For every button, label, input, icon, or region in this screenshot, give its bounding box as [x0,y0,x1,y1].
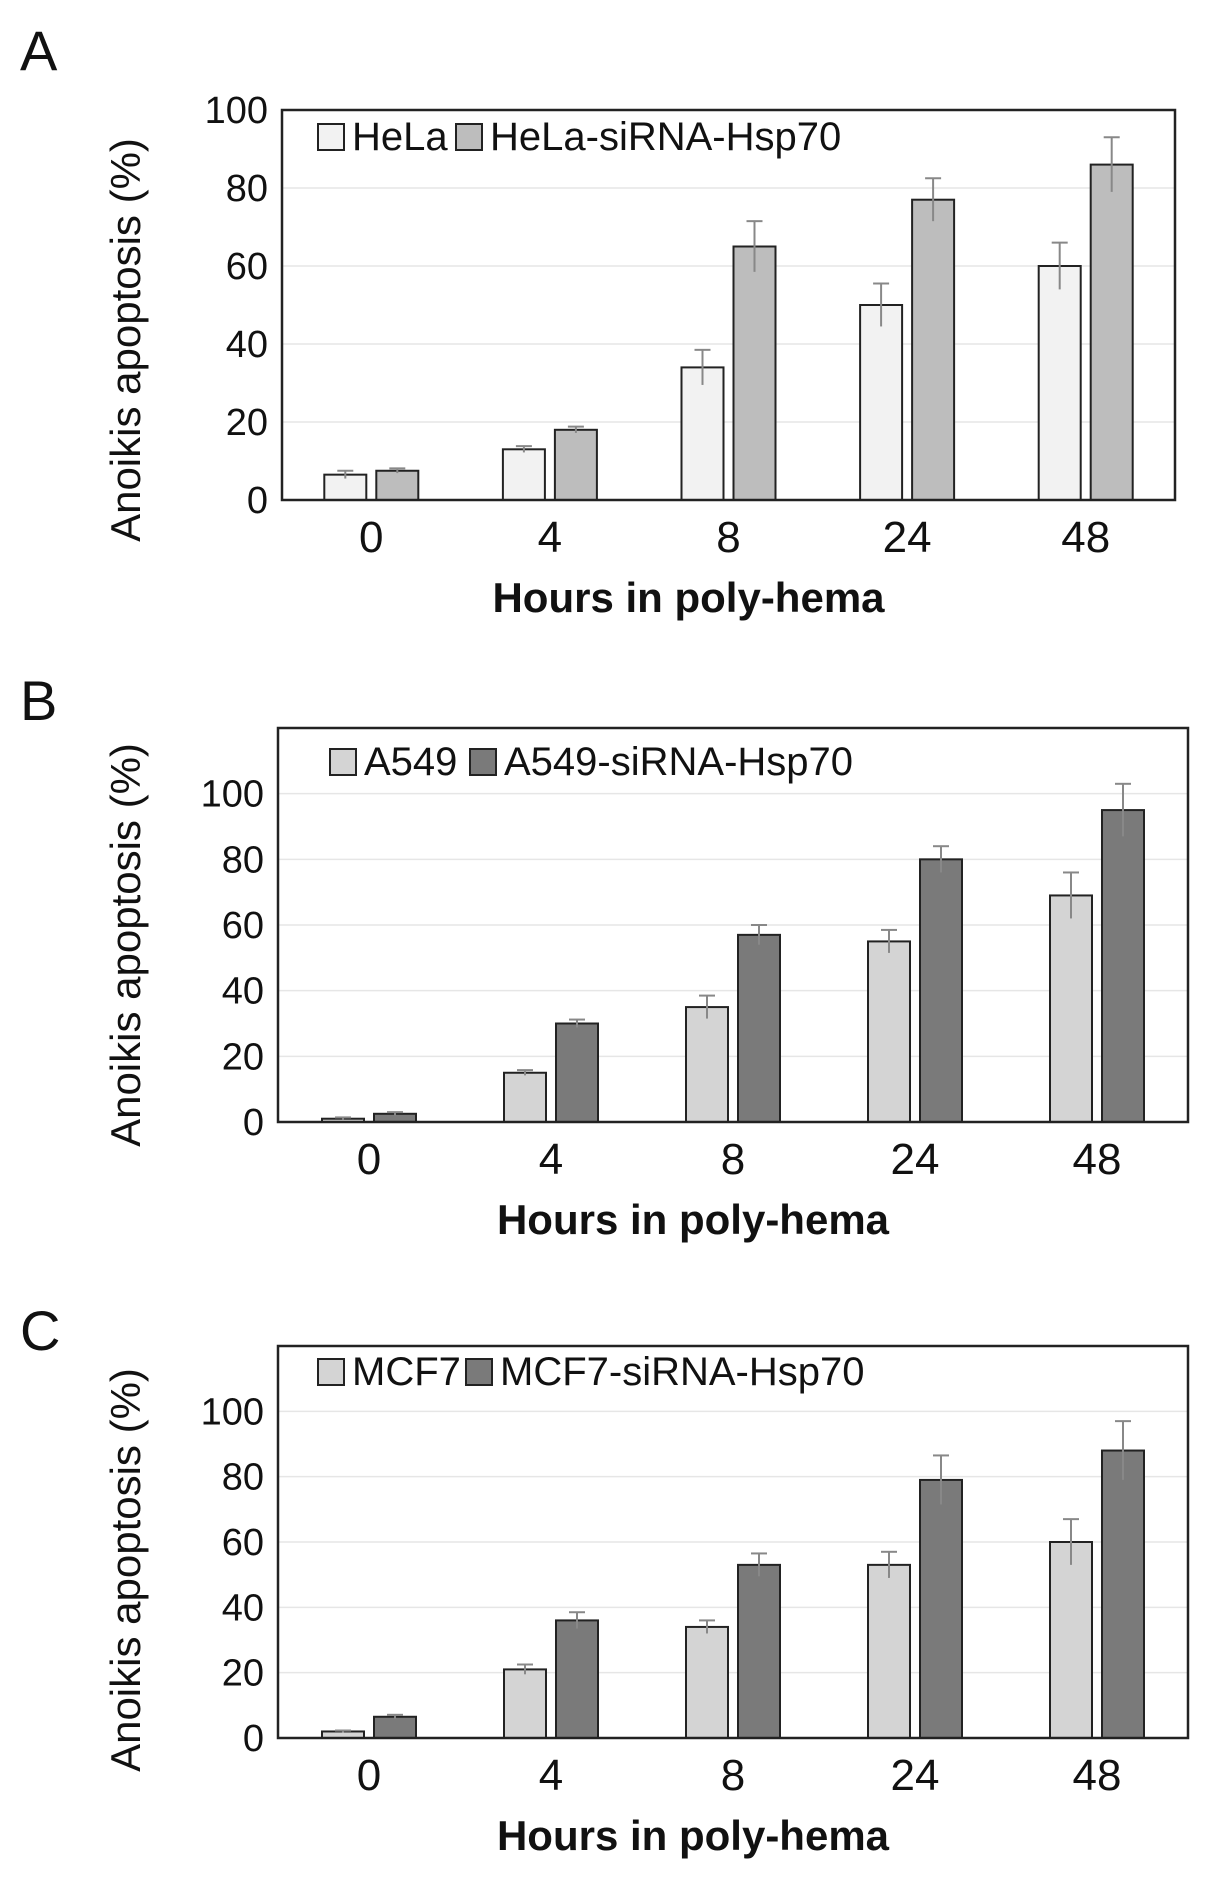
y-tick-label: 20 [222,1036,264,1078]
legend-swatch-a549 [329,748,357,776]
bar-mcf7-sirna-hsp70-24 [919,1478,963,1740]
y-tick-label: 40 [226,324,268,366]
x-tick-label: 48 [1061,513,1110,562]
x-tick-label: 48 [1073,1135,1122,1184]
bar-a549-48 [1049,894,1093,1124]
legend-swatch-mcf7 [317,1358,345,1386]
y-tick-label: 0 [243,1718,264,1760]
x-tick-label: 8 [716,513,740,562]
y-tick-label: 40 [222,971,264,1013]
bar-hela-8 [680,366,725,501]
plot-frame [276,1344,1190,1740]
legend-swatch-hela-sirna-hsp70 [455,123,483,151]
bar-hela-sirna-hsp70-24 [911,198,956,501]
y-tick-label: 80 [222,1457,264,1499]
y-tick-label: 60 [222,905,264,947]
x-tick-label: 0 [357,1135,381,1184]
x-tick-label: 8 [721,1751,745,1800]
legend-swatch-hela [317,123,345,151]
legend-label: A549-siRNA-Hsp70 [504,740,853,784]
bar-mcf7-8 [685,1625,729,1740]
x-tick-label: 4 [538,513,562,562]
y-tick-label: 100 [201,1391,264,1433]
bar-hela-48 [1037,265,1082,501]
x-tick-label: 8 [721,1135,745,1184]
bar-a549-8 [685,1006,729,1123]
x-axis-label: Hours in poly-hema [492,574,885,621]
panel-letter: B [20,669,57,732]
y-axis-label: Anoikis apoptosis (%) [102,138,149,542]
bar-hela-24 [859,304,904,501]
legend-label: MCF7-siRNA-Hsp70 [500,1350,865,1394]
plot-frame [280,108,1177,502]
x-tick-label: 0 [359,513,383,562]
y-axis-label: Anoikis apoptosis (%) [102,1368,149,1772]
panel-letter: C [20,1299,60,1362]
x-tick-label: 4 [539,1751,563,1800]
y-tick-label: 20 [226,402,268,444]
bar-a549-sirna-hsp70-8 [737,933,781,1123]
bar-hela-sirna-hsp70-0 [375,469,420,501]
bar-hela-sirna-hsp70-4 [553,428,598,501]
x-axis-label: Hours in poly-hema [497,1812,890,1859]
bar-hela-sirna-hsp70-48 [1089,163,1134,501]
x-tick-label: 4 [539,1135,563,1184]
y-tick-label: 0 [243,1102,264,1144]
panel-letter: A [20,19,58,82]
bar-hela-sirna-hsp70-8 [732,245,777,501]
y-tick-label: 60 [226,246,268,288]
bar-mcf7-sirna-hsp70-4 [555,1619,599,1740]
legend-label: MCF7 [352,1350,461,1394]
y-tick-label: 20 [222,1653,264,1695]
y-tick-label: 0 [247,480,268,522]
legend-swatch-mcf7-sirna-hsp70 [465,1358,493,1386]
bar-mcf7-sirna-hsp70-48 [1101,1449,1145,1739]
bar-a549-4 [503,1071,547,1123]
bar-mcf7-sirna-hsp70-8 [737,1563,781,1740]
legend-swatch-a549-sirna-hsp70 [469,748,497,776]
y-tick-label: 100 [201,774,264,816]
bar-a549-sirna-hsp70-48 [1101,809,1145,1123]
plot-frame [276,726,1190,1124]
x-tick-label: 48 [1073,1751,1122,1800]
bar-mcf7-24 [867,1563,911,1740]
y-tick-label: 80 [222,839,264,881]
x-tick-label: 24 [883,513,932,562]
y-tick-label: 40 [222,1587,264,1629]
bar-mcf7-4 [503,1668,547,1740]
x-tick-label: 24 [891,1135,940,1184]
legend-label: A549 [364,740,457,784]
bar-hela-4 [501,448,546,501]
y-tick-label: 80 [226,168,268,210]
y-tick-label: 100 [205,90,268,132]
x-tick-label: 0 [357,1751,381,1800]
y-axis-label: Anoikis apoptosis (%) [102,743,149,1147]
y-tick-label: 60 [222,1522,264,1564]
bar-mcf7-48 [1049,1541,1093,1739]
x-tick-label: 24 [891,1751,940,1800]
bar-a549-sirna-hsp70-24 [919,858,963,1123]
legend-label: HeLa [352,115,448,159]
bar-a549-sirna-hsp70-4 [555,1022,599,1123]
bar-a549-24 [867,940,911,1124]
bar-mcf7-sirna-hsp70-0 [373,1715,417,1740]
x-axis-label: Hours in poly-hema [497,1196,890,1243]
legend-label: HeLa-siRNA-Hsp70 [490,115,841,159]
